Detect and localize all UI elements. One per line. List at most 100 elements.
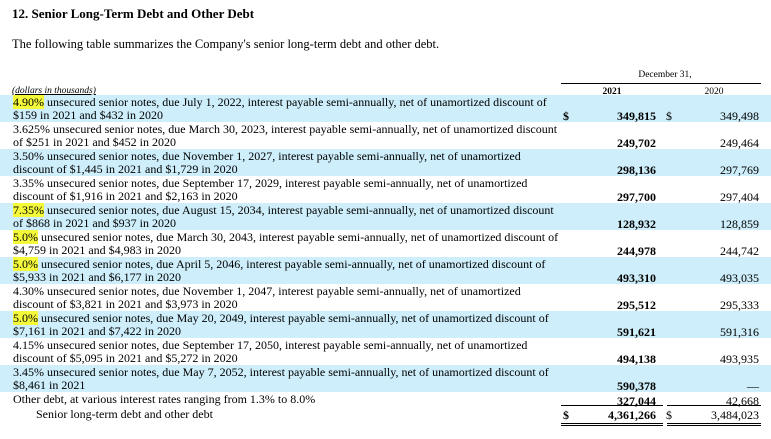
row-description-line-1: 4.30% unsecured senior notes, due Novemb… — [13, 285, 559, 298]
subtotal-rule-2021 — [561, 405, 663, 406]
row-description-text: unsecured senior notes, due May 20, 2049… — [38, 311, 549, 325]
row-description-line-2: $7,161 in 2021 and $7,422 in 2020 — [13, 324, 181, 338]
row-description-line-2: discount of $1,916 in 2021 and $2,163 in… — [13, 189, 238, 203]
year-2020-header: 2020 — [704, 87, 724, 97]
row-value-2021: 128,932 — [617, 217, 656, 231]
highlighted-rate: 7.35% — [13, 203, 44, 217]
row-description-line-1: 5.0% unsecured senior notes, due April 5… — [13, 257, 559, 271]
row-description-line-1: 5.0% unsecured senior notes, due March 3… — [13, 230, 559, 244]
row-value-2021: 297,700 — [617, 190, 656, 204]
total-value-2021: 4,361,266 — [608, 408, 656, 422]
row-value-2021: 590,378 — [617, 379, 656, 393]
row-value-2020: 249,464 — [720, 136, 759, 150]
highlighted-rate: 4.90% — [13, 95, 44, 109]
table-row: 7.35% unsecured senior notes, due August… — [0, 203, 771, 231]
table-row: 3.45% unsecured senior notes, due May 7,… — [0, 365, 771, 393]
intro-paragraph: The following table summarizes the Compa… — [12, 37, 440, 51]
row-description: 5.0% unsecured senior notes, due March 3… — [13, 230, 559, 257]
year-2021-header: 2021 — [602, 87, 622, 97]
row-description: 3.45% unsecured senior notes, due May 7,… — [13, 366, 559, 392]
row-description-line-2: discount of $5,095 in 2021 and $5,272 in… — [13, 351, 238, 365]
row-description-text: 3.35% unsecured senior notes, due Septem… — [13, 176, 528, 190]
row-description-text: 3.625% unsecured senior notes, due March… — [13, 122, 558, 136]
period-header-rule — [561, 83, 761, 84]
units-note: (dollars in thousands) — [12, 86, 96, 96]
row-value-2021: 494,138 — [617, 352, 656, 366]
row-description: 3.50% unsecured senior notes, due Novemb… — [13, 150, 559, 176]
row-description-text: unsecured senior notes, due August 15, 2… — [44, 203, 554, 217]
table-row: 5.0% unsecured senior notes, due March 3… — [0, 230, 771, 258]
row-description-line-1: 7.35% unsecured senior notes, due August… — [13, 203, 559, 217]
row-dollar-sign-2020: $ — [666, 109, 672, 123]
subtotal-rule-2020 — [667, 405, 761, 406]
row-value-2021: 244,978 — [617, 244, 656, 258]
highlighted-rate: 5.0% — [13, 257, 38, 271]
total-row: Senior long-term debt and other debt $ 4… — [0, 406, 771, 423]
total-label: Senior long-term debt and other debt — [36, 407, 213, 421]
row-value-2020: 297,769 — [720, 163, 759, 177]
row-value-2021: 349,815 — [617, 109, 656, 123]
row-description-text: unsecured senior notes, due April 5, 204… — [38, 257, 546, 271]
row-description: 7.35% unsecured senior notes, due August… — [13, 203, 559, 230]
row-value-2021: 493,310 — [617, 271, 656, 285]
row-value-2020: 128,859 — [720, 217, 759, 231]
row-value-2020: 493,035 — [720, 271, 759, 285]
row-description: 4.15% unsecured senior notes, due Septem… — [13, 339, 559, 365]
row-description-line-1: 3.45% unsecured senior notes, due May 7,… — [13, 366, 559, 379]
row-value-2020: 295,333 — [720, 298, 759, 312]
row-value-2021: 591,621 — [617, 325, 656, 339]
row-description-line-1: Other debt, at various interest rates ra… — [13, 393, 559, 406]
row-description-text: 4.30% unsecured senior notes, due Novemb… — [13, 284, 521, 298]
section-heading: 12. Senior Long-Term Debt and Other Debt — [12, 6, 255, 21]
row-value-2021: 249,702 — [617, 136, 656, 150]
table-row: 4.15% unsecured senior notes, due Septem… — [0, 338, 771, 367]
table-row: 3.35% unsecured senior notes, due Septem… — [0, 176, 771, 205]
table-row: Other debt, at various interest rates ra… — [0, 392, 771, 409]
row-description-line-2: $5,933 in 2021 and $6,177 in 2020 — [13, 270, 181, 284]
row-value-2021: 327,044 — [617, 394, 656, 408]
row-description-text: 3.50% unsecured senior notes, due Novemb… — [13, 149, 521, 163]
total-value-2020: 3,484,023 — [711, 408, 759, 422]
row-description: 3.625% unsecured senior notes, due March… — [13, 123, 559, 149]
row-description: 4.90% unsecured senior notes, due July 1… — [13, 95, 559, 122]
row-description-text: unsecured senior notes, due March 30, 20… — [38, 230, 559, 244]
row-description-text: 3.45% unsecured senior notes, due May 7,… — [13, 365, 549, 379]
row-value-2020: 42,668 — [726, 394, 759, 408]
table-row: 4.30% unsecured senior notes, due Novemb… — [0, 284, 771, 313]
row-description-line-1: 5.0% unsecured senior notes, due May 20,… — [13, 311, 559, 325]
row-description-line-1: 4.15% unsecured senior notes, due Septem… — [13, 339, 559, 352]
row-description: Other debt, at various interest rates ra… — [13, 393, 559, 406]
row-description-line-2: of $251 in 2021 and $452 in 2020 — [13, 135, 176, 149]
table-row: 3.50% unsecured senior notes, due Novemb… — [0, 149, 771, 177]
row-description-text: Other debt, at various interest rates ra… — [13, 392, 316, 406]
highlighted-rate: 5.0% — [13, 311, 38, 325]
period-header: December 31, — [638, 70, 692, 80]
total-dollar-sign-2021: $ — [563, 408, 569, 422]
row-value-2020: 493,935 — [720, 352, 759, 366]
row-description-line-2: of $868 in 2021 and $937 in 2020 — [13, 216, 176, 230]
row-value-2020: 297,404 — [720, 190, 759, 204]
table-row: 5.0% unsecured senior notes, due May 20,… — [0, 311, 771, 339]
row-description-line-2: discount of $3,821 in 2021 and $3,973 in… — [13, 297, 238, 311]
highlighted-rate: 5.0% — [13, 230, 38, 244]
row-description-line-1: 4.90% unsecured senior notes, due July 1… — [13, 95, 559, 109]
row-description: 5.0% unsecured senior notes, due May 20,… — [13, 311, 559, 338]
row-description-line-1: 3.35% unsecured senior notes, due Septem… — [13, 177, 559, 190]
row-value-2020: 349,498 — [720, 109, 759, 123]
row-description-line-1: 3.50% unsecured senior notes, due Novemb… — [13, 150, 559, 163]
row-description-line-2: discount of $1,445 in 2021 and $1,729 in… — [13, 162, 238, 176]
total-double-rule-2020 — [667, 423, 761, 426]
row-description: 5.0% unsecured senior notes, due April 5… — [13, 257, 559, 284]
table-row: 4.90% unsecured senior notes, due July 1… — [0, 95, 771, 123]
row-dollar-sign-2021: $ — [563, 109, 569, 123]
row-value-2021: 298,136 — [617, 163, 656, 177]
row-description-line-1: 3.625% unsecured senior notes, due March… — [13, 123, 559, 136]
row-value-2020: 591,316 — [720, 325, 759, 339]
row-value-2020: — — [747, 379, 759, 393]
row-description: 3.35% unsecured senior notes, due Septem… — [13, 177, 559, 203]
table-row: 5.0% unsecured senior notes, due April 5… — [0, 257, 771, 285]
row-value-2021: 295,512 — [617, 298, 656, 312]
row-description-line-2: $8,461 in 2021 — [13, 378, 86, 392]
row-value-2020: 244,742 — [720, 244, 759, 258]
